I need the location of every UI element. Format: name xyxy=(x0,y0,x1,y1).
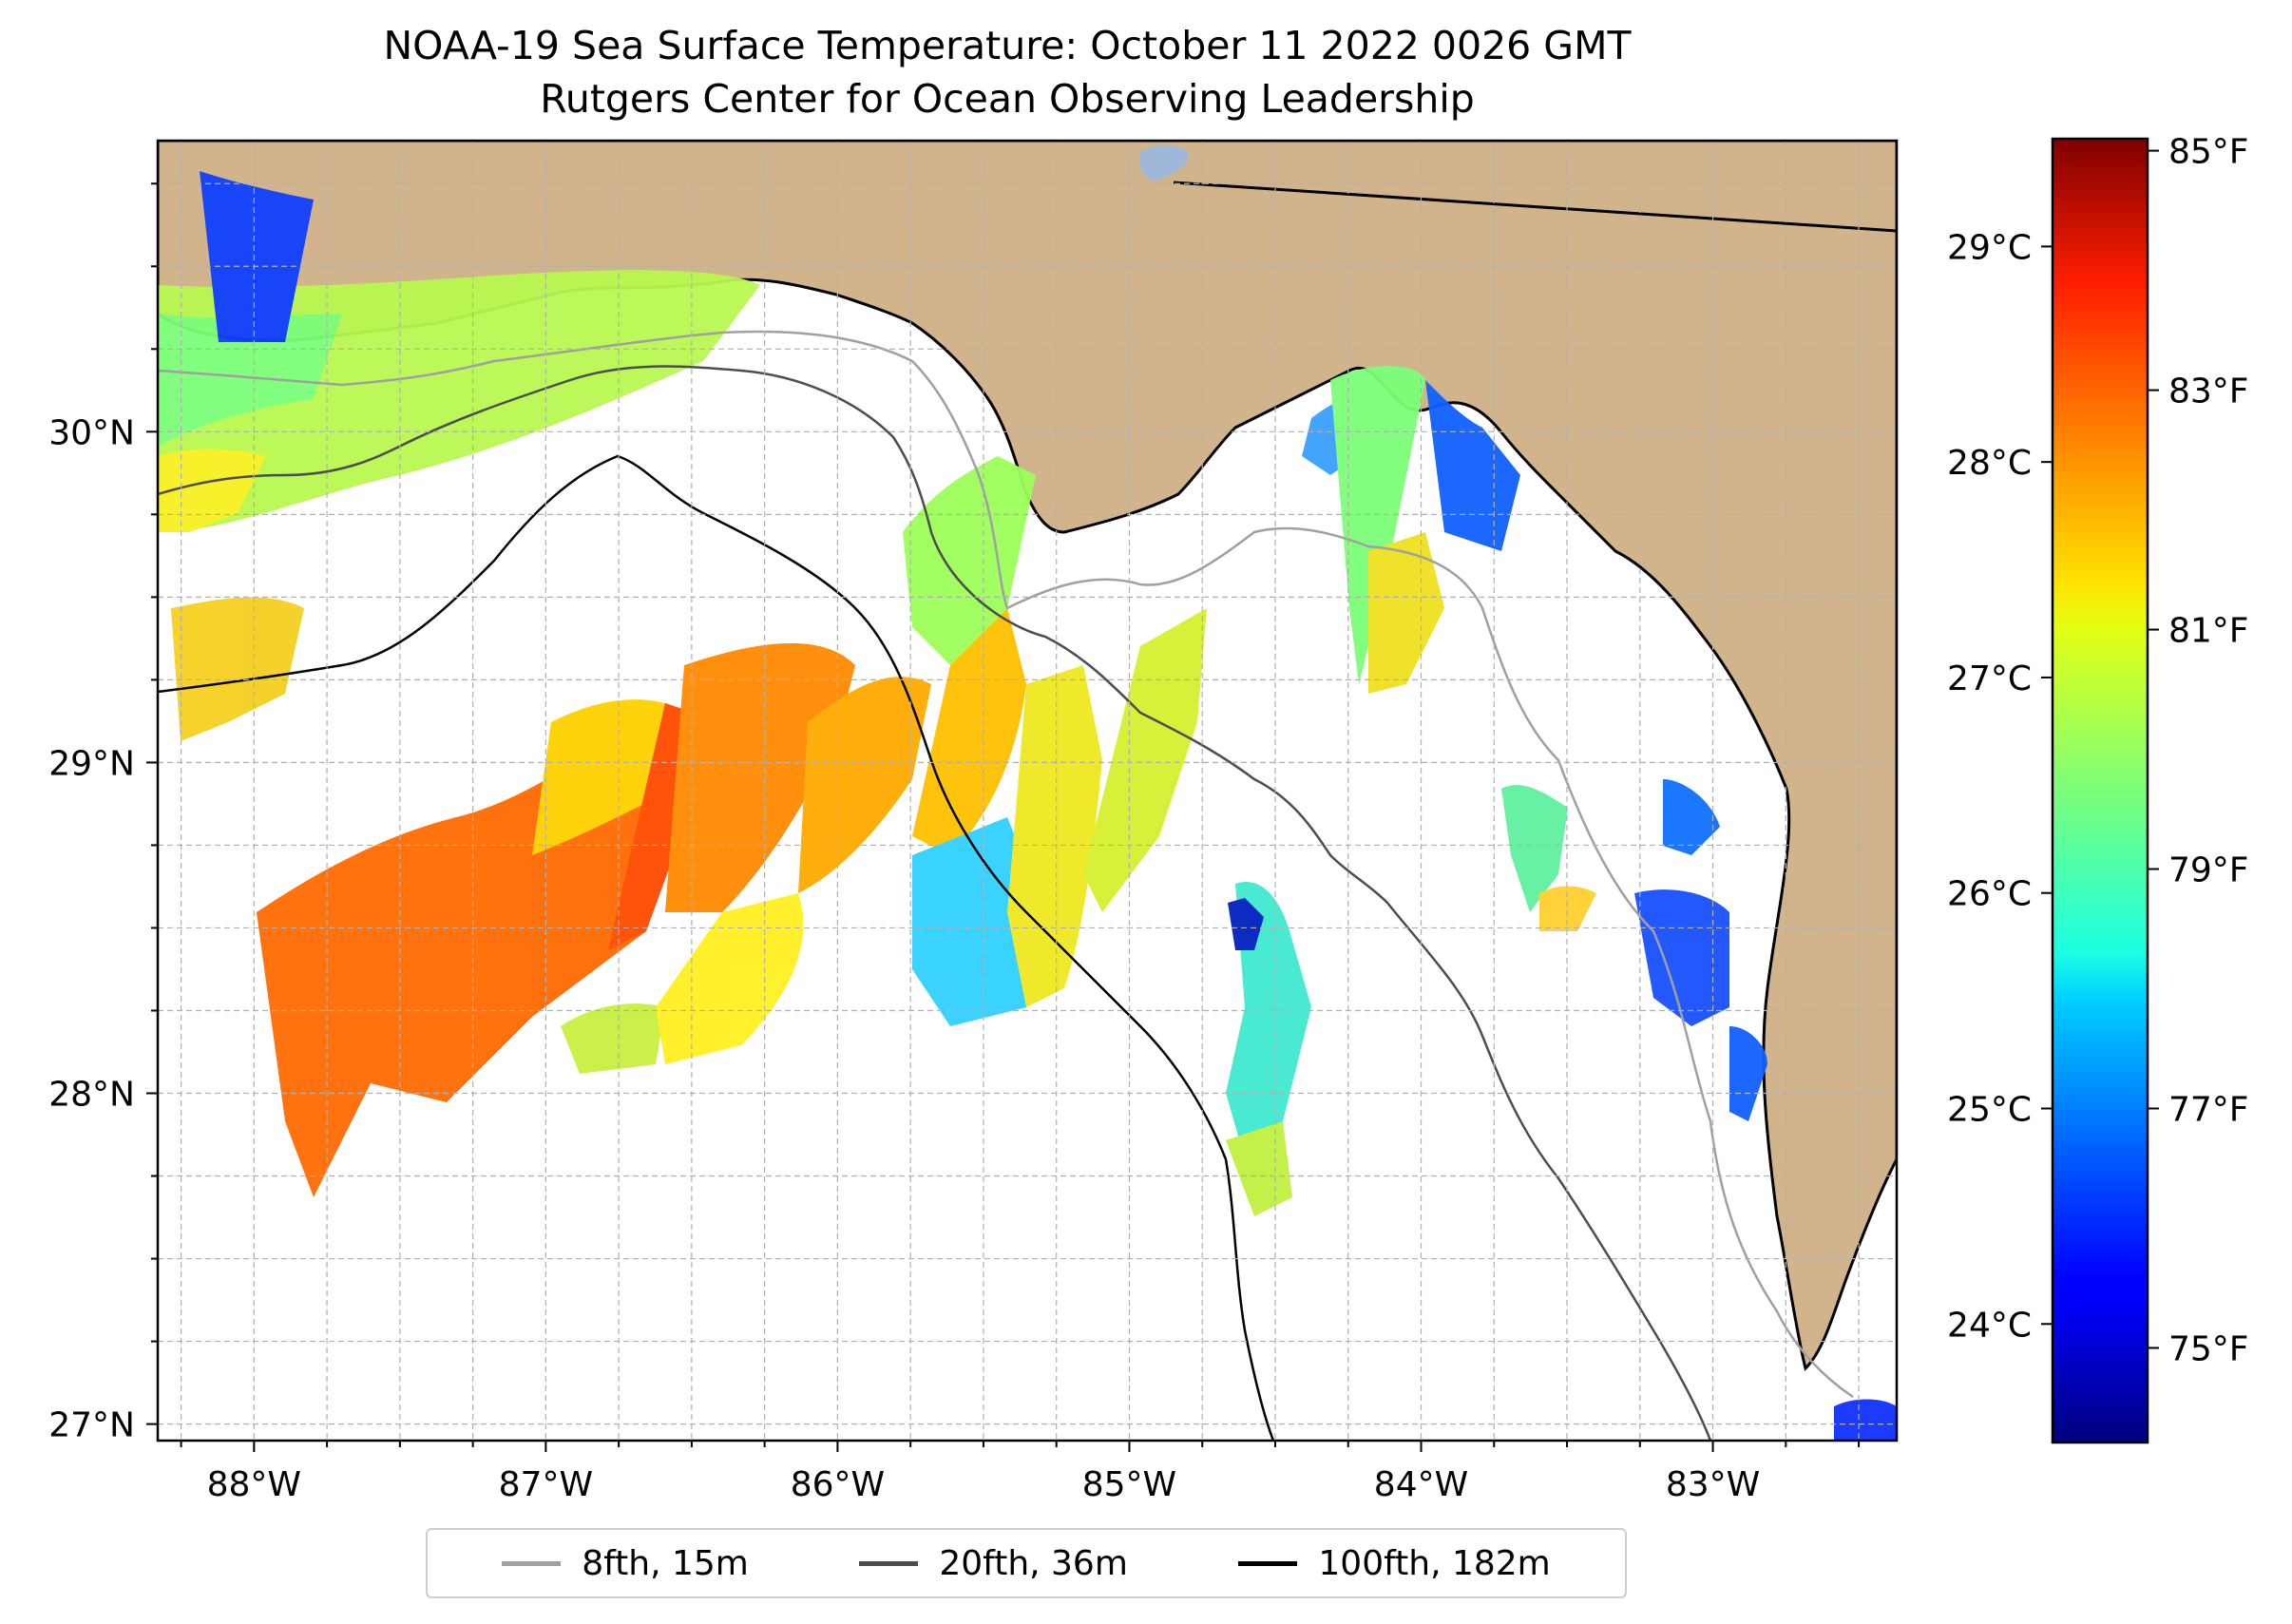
lon-tick-label: 85°W xyxy=(1082,1465,1176,1504)
colorbar-gradient xyxy=(2053,139,2148,1442)
figure-subtitle: Rutgers Center for Ocean Observing Leade… xyxy=(57,76,1958,122)
lon-tick-label: 88°W xyxy=(207,1465,301,1504)
contour-legend: 8fth, 15m 20fth, 36m 100fth, 182m xyxy=(426,1528,1627,1598)
fahrenheit-tick-label: 79°F xyxy=(2168,851,2249,890)
colorbar-celsius-axis: 24°C 25°C 26°C 27°C 28°C 29°C xyxy=(1947,228,2053,1345)
celsius-tick-label: 24°C xyxy=(1947,1306,2032,1345)
legend-line-20fth xyxy=(859,1561,918,1566)
fahrenheit-tick-label: 85°F xyxy=(2168,133,2249,172)
celsius-tick-label: 25°C xyxy=(1947,1090,2032,1129)
celsius-tick-label: 28°C xyxy=(1947,444,2032,483)
map-panel: 88°W 87°W 86°W 85°W 84°W 83°W 27°N 28°N 29°N 30°… xyxy=(48,141,1897,1504)
fahrenheit-tick-label: 75°F xyxy=(2168,1329,2249,1368)
lat-tick-label: 29°N xyxy=(48,744,135,783)
fahrenheit-tick-label: 77°F xyxy=(2168,1090,2249,1129)
celsius-tick-label: 26°C xyxy=(1947,875,2032,914)
lat-tick-label: 30°N xyxy=(48,413,135,452)
legend-label-100fth: 100fth, 182m xyxy=(1318,1544,1550,1583)
lon-tick-label: 87°W xyxy=(499,1465,593,1504)
fahrenheit-tick-label: 81°F xyxy=(2168,612,2249,651)
lat-tick-label: 27°N xyxy=(48,1406,135,1445)
fahrenheit-tick-label: 83°F xyxy=(2168,373,2249,411)
colorbar: 24°C 25°C 26°C 27°C 28°C 29°C 75°F 77°F 79°F 81°… xyxy=(1947,133,2248,1442)
legend-label-8fth: 8fth, 15m xyxy=(582,1544,749,1583)
legend-entry-8fth: 8fth, 15m xyxy=(502,1544,749,1583)
lon-tick-label: 84°W xyxy=(1374,1465,1468,1504)
lat-axis: 27°N 28°N 29°N 30°N xyxy=(48,183,158,1444)
lat-tick-label: 28°N xyxy=(48,1076,135,1115)
celsius-tick-label: 27°C xyxy=(1947,659,2032,698)
celsius-tick-label: 29°C xyxy=(1947,228,2032,267)
legend-line-8fth xyxy=(502,1561,561,1566)
colorbar-fahrenheit-axis: 75°F 77°F 79°F 81°F 83°F 85°F xyxy=(2148,133,2249,1369)
legend-label-20fth: 20fth, 36m xyxy=(939,1544,1128,1583)
lon-tick-label: 83°W xyxy=(1666,1465,1760,1504)
legend-line-100fth xyxy=(1238,1561,1297,1566)
legend-entry-100fth: 100fth, 182m xyxy=(1238,1544,1550,1583)
lon-tick-label: 86°W xyxy=(791,1465,885,1504)
legend-entry-20fth: 20fth, 36m xyxy=(859,1544,1128,1583)
lon-axis: 88°W 87°W 86°W 85°W 84°W 83°W xyxy=(181,1441,1860,1504)
figure-title: NOAA-19 Sea Surface Temperature: October… xyxy=(57,23,1958,68)
sst-map-figure: 88°W 87°W 86°W 85°W 84°W 83°W 27°N 28°N 29°N 30°… xyxy=(0,0,2292,1624)
